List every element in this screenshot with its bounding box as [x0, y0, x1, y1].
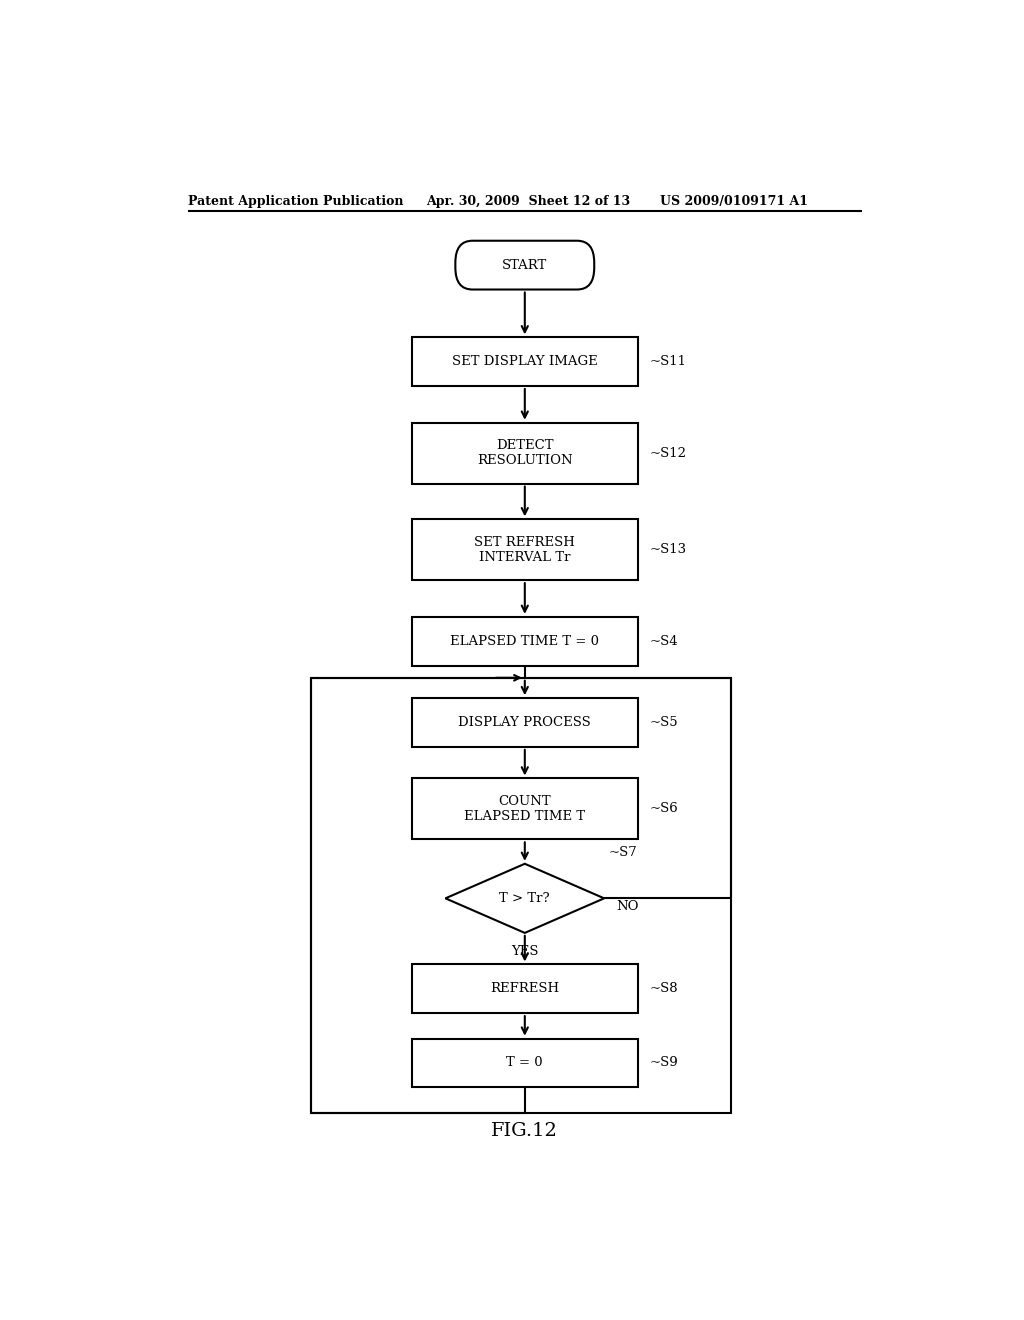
- Text: REFRESH: REFRESH: [490, 982, 559, 995]
- Bar: [310, 677, 731, 1113]
- Text: DISPLAY PROCESS: DISPLAY PROCESS: [459, 715, 591, 729]
- Bar: [412, 422, 638, 483]
- Polygon shape: [445, 863, 604, 933]
- Text: ELAPSED TIME T = 0: ELAPSED TIME T = 0: [451, 635, 599, 648]
- Text: Apr. 30, 2009  Sheet 12 of 13: Apr. 30, 2009 Sheet 12 of 13: [426, 194, 630, 207]
- Bar: [412, 1039, 638, 1088]
- FancyBboxPatch shape: [456, 240, 594, 289]
- Text: ~S4: ~S4: [650, 635, 679, 648]
- Bar: [412, 338, 638, 385]
- Text: START: START: [502, 259, 548, 272]
- Text: Patent Application Publication: Patent Application Publication: [187, 194, 403, 207]
- Text: COUNT
ELAPSED TIME T: COUNT ELAPSED TIME T: [464, 795, 586, 822]
- Text: DETECT
RESOLUTION: DETECT RESOLUTION: [477, 440, 572, 467]
- Bar: [412, 779, 638, 840]
- Text: SET DISPLAY IMAGE: SET DISPLAY IMAGE: [452, 355, 598, 368]
- Text: NO: NO: [616, 900, 639, 913]
- Bar: [412, 519, 638, 581]
- Text: SET REFRESH
INTERVAL Tr: SET REFRESH INTERVAL Tr: [474, 536, 575, 564]
- Text: US 2009/0109171 A1: US 2009/0109171 A1: [659, 194, 808, 207]
- Text: FIG.12: FIG.12: [492, 1122, 558, 1140]
- Text: YES: YES: [511, 945, 539, 958]
- Bar: [412, 965, 638, 1014]
- Text: ~S11: ~S11: [650, 355, 687, 368]
- Text: T > Tr?: T > Tr?: [500, 892, 550, 904]
- Bar: [412, 698, 638, 747]
- Text: ~S9: ~S9: [650, 1056, 679, 1069]
- Text: ~S8: ~S8: [650, 982, 679, 995]
- Text: T = 0: T = 0: [507, 1056, 543, 1069]
- Text: ~S7: ~S7: [608, 846, 637, 859]
- Text: ~S13: ~S13: [650, 544, 687, 556]
- Text: ~S6: ~S6: [650, 803, 679, 816]
- Bar: [412, 616, 638, 665]
- Text: ~S5: ~S5: [650, 715, 679, 729]
- Text: ~S12: ~S12: [650, 446, 687, 459]
